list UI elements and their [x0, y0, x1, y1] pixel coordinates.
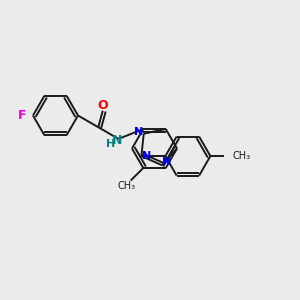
- Text: N: N: [162, 157, 171, 167]
- Text: N: N: [112, 134, 122, 147]
- Text: CH₃: CH₃: [232, 151, 250, 161]
- Text: N: N: [142, 151, 151, 161]
- Text: CH₃: CH₃: [118, 181, 136, 191]
- Text: O: O: [98, 99, 108, 112]
- Text: N: N: [134, 127, 144, 137]
- Text: F: F: [18, 109, 26, 122]
- Text: H: H: [106, 139, 115, 149]
